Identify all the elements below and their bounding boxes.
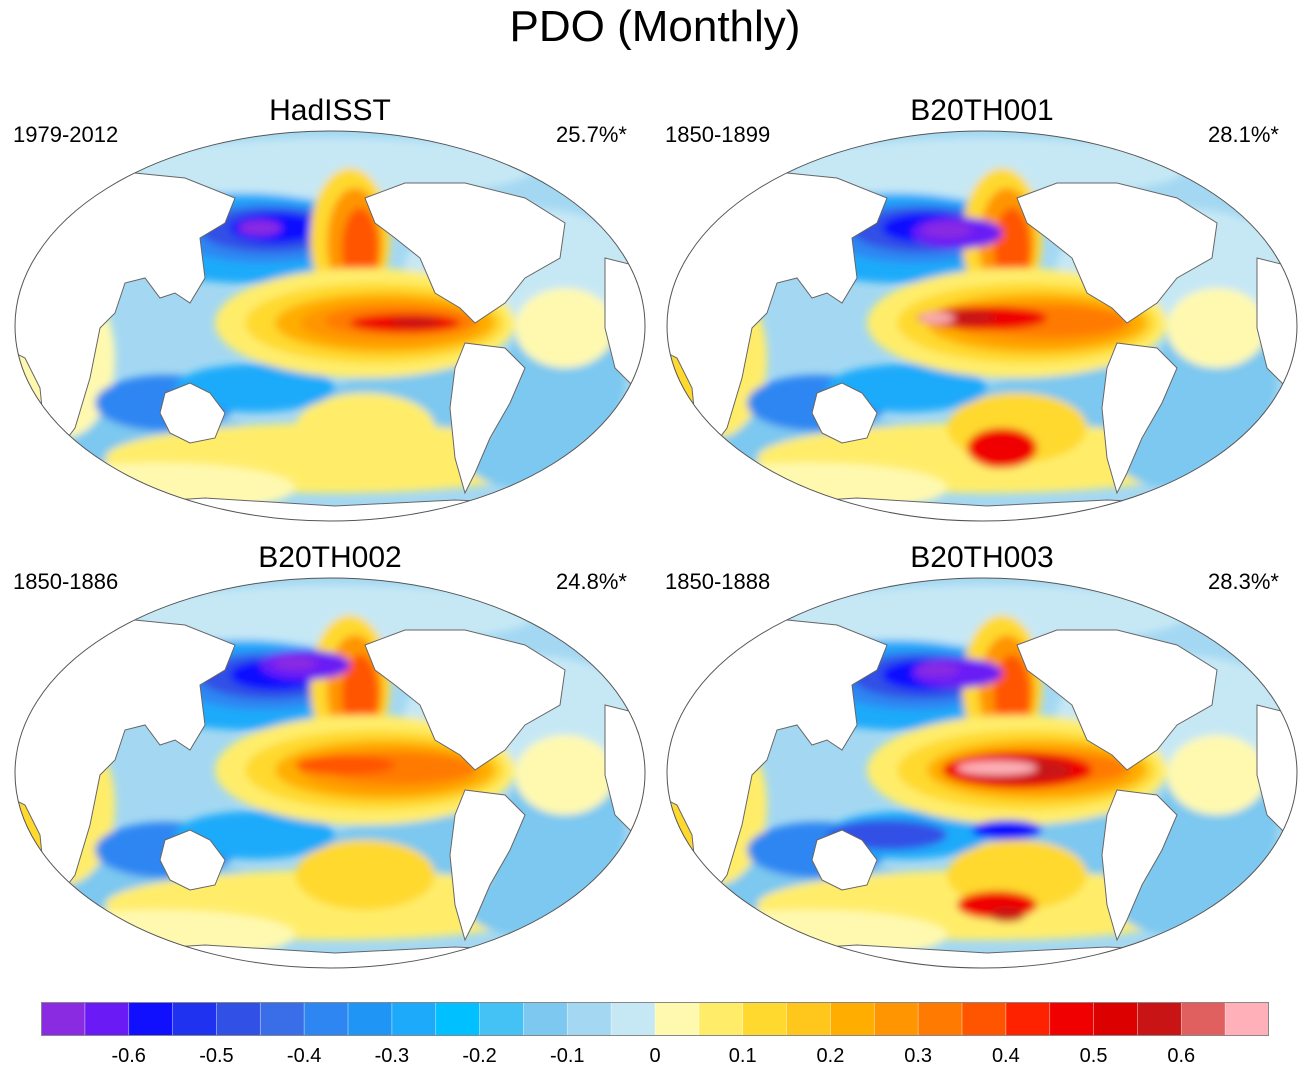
panel-title: B20TH003 (910, 541, 1054, 574)
panel-title: HadISST (269, 94, 391, 127)
colorbar-tick-label: -0.4 (286, 1045, 322, 1067)
colorbar-segment (304, 1002, 349, 1036)
colorbar-tick-label: 0.6 (1167, 1045, 1196, 1067)
period-label: 1850-1886 (13, 569, 119, 594)
colorbar-segment (41, 1002, 86, 1036)
colorbar-segment (742, 1002, 788, 1036)
colorbar-segment (1137, 1002, 1182, 1036)
colorbar-segment (128, 1002, 174, 1036)
colorbar-tick-label: -0.5 (199, 1045, 234, 1067)
panel-title: B20TH002 (258, 541, 402, 574)
pdo-map-b20th001 (666, 130, 1298, 522)
land-south-america (1101, 342, 1178, 495)
variance-explained-label: 28.1%* (1208, 122, 1279, 147)
map-border (666, 130, 1298, 522)
land-south-america (449, 789, 526, 942)
period-label: 1850-1899 (665, 122, 771, 147)
colorbar-segment (523, 1002, 568, 1036)
colorbar-tick-label: 0.4 (991, 1045, 1020, 1067)
map-panel-b20th001: B20TH001 1850-1899 28.1%* (657, 94, 1307, 534)
colorbar-tick-label: 0.2 (816, 1045, 845, 1067)
colorbar-tick-label: -0.2 (462, 1045, 497, 1067)
colorbar-segment (1093, 1002, 1138, 1036)
figure-title: PDO (Monthly) (509, 2, 801, 51)
colorbar-segment (918, 1002, 963, 1036)
land-south-america (1101, 789, 1178, 942)
colorbar-segment (348, 1002, 393, 1036)
colorbar-segment (479, 1002, 524, 1036)
colorbar-tick-label: -0.6 (111, 1045, 146, 1067)
colorbar-segment (611, 1002, 656, 1036)
land-australia (811, 382, 878, 444)
variance-explained-label: 24.8%* (556, 569, 627, 594)
colorbar-segment (567, 1002, 612, 1036)
colorbar-segment (655, 1002, 700, 1036)
colorbar-segment (260, 1002, 305, 1036)
variance-explained-label: 25.7%* (556, 122, 627, 147)
colorbar-segment (1005, 1002, 1051, 1036)
colorbar-segment (698, 1002, 744, 1036)
land-greenland (564, 609, 621, 656)
colorbar-segment (172, 1002, 217, 1036)
colorbar-segment (391, 1002, 437, 1036)
colorbar-tick-label: -0.3 (374, 1045, 410, 1067)
colorbar-segment (84, 1002, 130, 1036)
map-panel-hadisst: HadISST 1979-2012 25.7%* (5, 94, 655, 534)
panel-title: B20TH001 (910, 94, 1054, 127)
land-north-america (1016, 182, 1218, 324)
land-greenland (564, 162, 621, 209)
colorbar-segment (1181, 1002, 1226, 1036)
colorbar (41, 1002, 1269, 1036)
colorbar-tick-label: 0.1 (728, 1045, 757, 1067)
colorbar-tick-label: 0.5 (1079, 1045, 1108, 1067)
land-australia (159, 829, 226, 891)
colorbar-tick-label: 0.3 (904, 1045, 933, 1067)
colorbar-tick-labels: -0.6 -0.5 -0.4 -0.3 -0.2 -0.1 0 0.1 0.2 0.3 0.4 0.5… (0, 1044, 1310, 1072)
land-north-america (1016, 629, 1218, 771)
land-greenland (1216, 162, 1273, 209)
pdo-map-b20th003 (666, 577, 1298, 969)
map-border (666, 577, 1298, 969)
colorbar-segment (1049, 1002, 1095, 1036)
colorbar-tick-label: 0 (649, 1045, 661, 1067)
colorbar-segment (874, 1002, 919, 1036)
map-panel-b20th003: B20TH003 1850-1888 28.3%* (657, 541, 1307, 981)
period-label: 1850-1888 (665, 569, 771, 594)
map-border (14, 130, 646, 522)
land-australia (159, 382, 226, 444)
period-label: 1979-2012 (13, 122, 119, 147)
map-border (14, 577, 646, 969)
colorbar-segment (962, 1002, 1007, 1036)
pdo-map-b20th002 (14, 577, 646, 969)
land-greenland (1216, 609, 1273, 656)
colorbar-segment (435, 1002, 481, 1036)
land-south-america (449, 342, 526, 495)
colorbar-segment (830, 1002, 875, 1036)
colorbar-tick-label: -0.1 (550, 1045, 585, 1067)
land-north-america (364, 629, 566, 771)
colorbar-segment (786, 1002, 831, 1036)
land-australia (811, 829, 878, 891)
pdo-map-hadisst (14, 130, 646, 522)
colorbar-segment (1225, 1002, 1269, 1036)
colorbar-segment (216, 1002, 261, 1036)
variance-explained-label: 28.3%* (1208, 569, 1279, 594)
map-panel-b20th002: B20TH002 1850-1886 24.8%* (5, 541, 655, 981)
land-north-america (364, 182, 566, 324)
